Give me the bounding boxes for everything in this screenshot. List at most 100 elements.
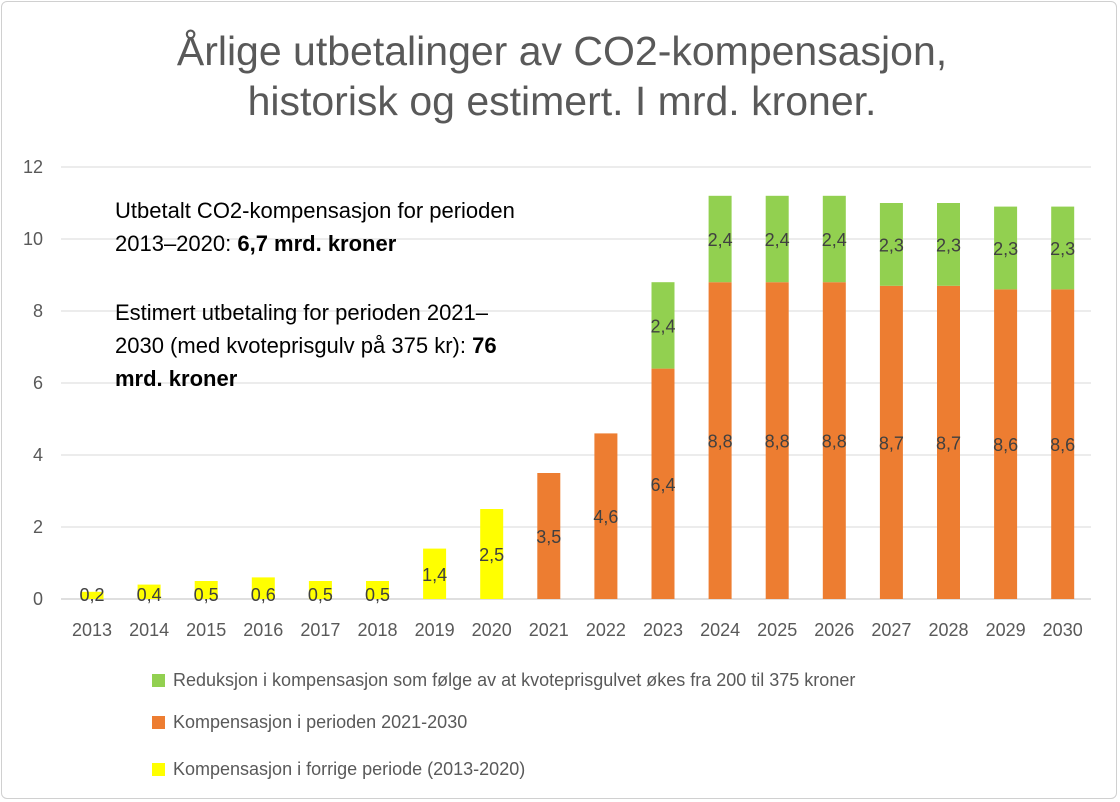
data-label: 8,8: [708, 432, 733, 452]
data-label: 0,5: [194, 585, 219, 605]
annotation-line: Utbetalt CO2-kompensasjon for perioden: [115, 194, 515, 227]
data-label: 0,4: [137, 585, 162, 605]
data-label: 0,5: [365, 585, 390, 605]
data-label: 2,5: [479, 545, 504, 565]
bar: [137, 584, 161, 599]
bar: [651, 282, 675, 369]
bar: [480, 509, 504, 599]
y-tick-label: 0: [33, 589, 43, 609]
bar: [937, 203, 960, 286]
bar: [708, 195, 732, 283]
legend-item: Kompensasjon i forrige periode (2013-202…: [152, 759, 525, 780]
annotation-line: 2030 (med kvoteprisgulv på 375 kr): 76: [115, 329, 497, 362]
x-tick-label: 2027: [871, 620, 911, 640]
annotation-text: 2013–2020:: [115, 231, 238, 256]
bar: [194, 581, 218, 599]
data-label: 2,4: [765, 230, 790, 250]
annotation: Estimert utbetaling for perioden 2021– 20…: [115, 296, 497, 395]
data-label: 0,5: [308, 585, 333, 605]
bar: [651, 368, 675, 599]
x-tick-label: 2015: [186, 620, 226, 640]
title-line-2: historisk og estimert. I mrd. kroner.: [247, 78, 877, 124]
y-tick-label: 4: [33, 445, 43, 465]
bar: [1051, 289, 1075, 599]
data-label: 1,4: [422, 565, 447, 585]
bar: [537, 473, 561, 599]
y-tick-label: 2: [33, 517, 43, 537]
x-tick-label: 2020: [472, 620, 512, 640]
x-tick-label: 2013: [72, 620, 112, 640]
bar: [879, 203, 903, 286]
annotation-bold: 6,7 mrd. kroner: [237, 231, 397, 256]
bar: [80, 591, 104, 599]
data-label: 2,3: [993, 239, 1018, 259]
x-tick-label: 2023: [643, 620, 683, 640]
x-tick-label: 2024: [700, 620, 740, 640]
bar: [822, 282, 846, 599]
bar: [594, 433, 618, 599]
data-label: 8,6: [993, 435, 1018, 455]
annotation-text: Estimert utbetaling for perioden 2021–: [115, 300, 489, 325]
legend-label: Kompensasjon i forrige periode (2013-202…: [173, 759, 526, 779]
x-tick-label: 2028: [928, 620, 968, 640]
bar: [423, 548, 447, 599]
annotation-line: Estimert utbetaling for perioden 2021–: [115, 296, 497, 329]
annotation: Utbetalt CO2-kompensasjon for perioden 20…: [115, 194, 515, 260]
bar: [879, 285, 903, 599]
annotation-text: Utbetalt CO2-kompensasjon for perioden: [115, 198, 515, 223]
x-tick-label: 2021: [529, 620, 569, 640]
bar: [708, 282, 732, 599]
data-label: 6,4: [650, 475, 675, 495]
annotation-bold: 76: [472, 333, 497, 358]
x-tick-label: 2026: [814, 620, 854, 640]
legend-swatch: [152, 716, 165, 729]
annotation-bold: mrd. kroner: [115, 366, 238, 391]
data-label: 2,4: [822, 230, 847, 250]
data-label: 8,8: [822, 432, 847, 452]
annotation-line: mrd. kroner: [115, 362, 497, 395]
x-tick-label: 2025: [757, 620, 797, 640]
bar: [251, 577, 275, 599]
data-label: 8,7: [936, 433, 961, 453]
data-label: 2,3: [1050, 239, 1075, 259]
legend-label: Reduksjon i kompensasjon som følge av at…: [173, 670, 856, 690]
x-tick-label: 2017: [300, 620, 340, 640]
legend-swatch: [152, 763, 165, 776]
bar: [308, 581, 332, 599]
x-tick-label: 2029: [986, 620, 1026, 640]
y-tick-label: 6: [33, 373, 43, 393]
annotation-text: 2030 (med kvoteprisgulv på 375 kr):: [115, 333, 473, 358]
plot-area: 0 2 4 6 8 10 12 2013 0,2 2014 0,4 2015 0,5 2016 0,6 201…: [23, 157, 1091, 640]
bar: [1051, 206, 1075, 290]
data-label: 8,8: [765, 432, 790, 452]
legend-item: Reduksjon i kompensasjon som følge av at…: [152, 670, 855, 691]
data-label: 2,3: [936, 235, 961, 255]
x-tick-label: 2018: [357, 620, 397, 640]
data-label: 0,6: [251, 585, 276, 605]
annotation-line: 2013–2020: 6,7 mrd. kroner: [115, 227, 515, 260]
legend-swatch: [152, 674, 165, 687]
y-tick-label: 10: [23, 229, 43, 249]
bar: [822, 195, 846, 283]
data-label: 2,4: [708, 230, 733, 250]
x-tick-label: 2014: [129, 620, 169, 640]
x-tick-label: 2022: [586, 620, 626, 640]
legend-label: Kompensasjon i perioden 2021-2030: [173, 712, 468, 732]
title-line-1: Årlige utbetalinger av CO2-kompensasjon,: [176, 28, 948, 74]
data-label: 8,6: [1050, 435, 1075, 455]
bar: [994, 206, 1018, 290]
legend-item: Kompensasjon i perioden 2021-2030: [152, 712, 467, 733]
y-tick-label: 12: [23, 157, 43, 177]
data-label: 4,6: [593, 507, 618, 527]
chart-title: Årlige utbetalinger av CO2-kompensasjon,…: [2, 26, 1116, 126]
bar: [994, 289, 1018, 599]
x-tick-label: 2016: [243, 620, 283, 640]
bar: [765, 195, 789, 283]
bar: [765, 282, 789, 599]
data-label: 2,4: [650, 316, 675, 336]
data-label: 2,3: [879, 235, 904, 255]
data-label: 3,5: [536, 527, 561, 547]
x-tick-label: 2019: [415, 620, 455, 640]
data-label: 0,2: [79, 585, 104, 605]
